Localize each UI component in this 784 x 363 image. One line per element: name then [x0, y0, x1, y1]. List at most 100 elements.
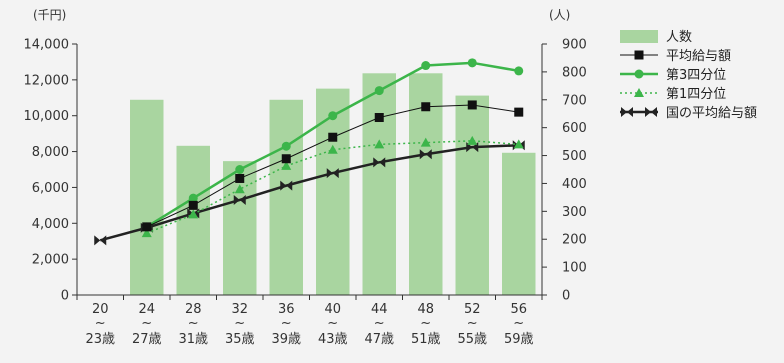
- series-3-marker: [280, 180, 293, 191]
- left-tick-label: 8,000: [32, 145, 69, 160]
- bowtie-right: [193, 208, 200, 219]
- right-tick-label: 200: [562, 233, 587, 248]
- series-2-marker: [234, 184, 245, 194]
- x-tick-label-sep: ~: [281, 316, 292, 331]
- series-2-marker: [281, 160, 292, 170]
- bar-52: [455, 95, 489, 295]
- legend-label-2: 第1四分位: [666, 87, 726, 102]
- series-line-3: [99, 144, 519, 242]
- x-tick-label-bottom: 59歳: [504, 332, 534, 347]
- bowtie-right: [286, 180, 293, 191]
- x-tick-label-sep: ~: [234, 316, 245, 331]
- series-1-marker: [188, 193, 198, 203]
- series-1-marker: [328, 111, 338, 121]
- bowtie-left: [280, 180, 287, 191]
- right-tick-label: 500: [562, 149, 587, 164]
- bar-56: [502, 152, 536, 295]
- bowtie-left: [621, 107, 627, 117]
- x-tick-label-sep: ~: [420, 316, 431, 331]
- legend-marker-0: [634, 50, 644, 60]
- x-tick-label-sep: ~: [327, 316, 338, 331]
- right-tick-label: 400: [562, 177, 587, 192]
- series-1-marker: [514, 66, 524, 76]
- series-2-marker: [141, 228, 152, 238]
- series-0-marker: [421, 102, 431, 112]
- series-3-marker: [419, 149, 432, 160]
- x-tick-label-bottom: 47歳: [364, 332, 394, 347]
- series-2-marker: [420, 137, 431, 147]
- left-tick-label: 2,000: [32, 253, 69, 268]
- series-3-marker: [233, 194, 246, 205]
- x-tick-label-bottom: 51歳: [411, 332, 441, 347]
- series-1-marker: [281, 141, 291, 151]
- x-tick-label-top: 40: [324, 302, 341, 317]
- series-1-marker: [374, 86, 384, 96]
- x-tick-label-top: 32: [231, 302, 248, 317]
- bar-24: [130, 99, 164, 296]
- series-0-marker: [142, 222, 152, 232]
- line-series-group: [94, 58, 525, 246]
- bowtie-right: [651, 107, 657, 117]
- x-tick-label-bottom: 35歳: [225, 332, 255, 347]
- x-tick-label-sep: ~: [513, 316, 524, 331]
- series-2-marker: [374, 139, 385, 149]
- series-1-marker: [421, 61, 431, 71]
- legend-marker-1: [634, 69, 644, 79]
- legend-marker-3: [645, 107, 657, 117]
- x-tick-label-top: 44: [371, 302, 388, 317]
- bowtie-left: [233, 194, 240, 205]
- bowtie-left: [94, 235, 101, 246]
- legend-label-bars: 人数: [666, 30, 692, 45]
- bowtie-right: [332, 168, 339, 179]
- series-2-marker: [327, 144, 338, 154]
- x-tick-label-bottom: 55歳: [457, 332, 487, 347]
- bar-36: [269, 99, 303, 296]
- x-tick-label-top: 52: [464, 302, 481, 317]
- right-tick-label: 700: [562, 93, 587, 108]
- legend-label-3: 国の平均給与額: [666, 106, 757, 121]
- left-tick-label: 14,000: [24, 38, 70, 53]
- x-tick-label-sep: ~: [188, 316, 199, 331]
- legend-swatch-bars: [620, 30, 658, 43]
- series-2-marker: [188, 209, 199, 219]
- legend-marker-3: [621, 107, 633, 117]
- series-3-marker: [373, 157, 386, 168]
- series-0-marker: [328, 132, 338, 142]
- bowtie-right: [239, 194, 246, 205]
- right-tick-label: 300: [562, 205, 587, 220]
- series-0-marker: [235, 173, 245, 183]
- right-axis-unit: (人): [549, 8, 570, 22]
- x-tick-label-bottom: 23歳: [85, 332, 115, 347]
- x-tick-label-sep: ~: [141, 316, 152, 331]
- series-0-marker: [188, 200, 198, 210]
- right-tick-label: 900: [562, 38, 587, 53]
- x-tick-label-top: 36: [278, 302, 295, 317]
- left-tick-label: 12,000: [24, 73, 70, 88]
- series-0-marker: [467, 100, 477, 110]
- legend-label-0: 平均給与額: [666, 49, 731, 64]
- right-tick-label: 0: [562, 289, 570, 304]
- right-tick-label: 600: [562, 121, 587, 136]
- axes: 0 2,000 4,000 6,000 8,000 10,000 12,000 14,000 0…: [24, 8, 587, 347]
- legend-marker-2: [634, 88, 644, 97]
- left-tick-label: 6,000: [32, 181, 69, 196]
- left-tick-label: 10,000: [24, 109, 70, 124]
- x-tick-label-bottom: 39歳: [271, 332, 301, 347]
- x-tick-label-bottom: 31歳: [178, 332, 208, 347]
- right-tick-label: 800: [562, 65, 587, 80]
- bowtie-left: [419, 149, 426, 160]
- x-tick-label-top: 24: [138, 302, 155, 317]
- bowtie-right: [379, 157, 386, 168]
- x-tick-label-bottom: 43歳: [318, 332, 348, 347]
- x-tick-label-sep: ~: [374, 316, 385, 331]
- x-tick-label-bottom: 27歳: [132, 332, 162, 347]
- series-2-marker: [513, 139, 524, 149]
- bowtie-left: [326, 168, 333, 179]
- left-tick-label: 4,000: [32, 217, 69, 232]
- x-tick-label-top: 28: [185, 302, 202, 317]
- series-0-marker: [514, 107, 524, 117]
- x-tick-label-top: 20: [92, 302, 109, 317]
